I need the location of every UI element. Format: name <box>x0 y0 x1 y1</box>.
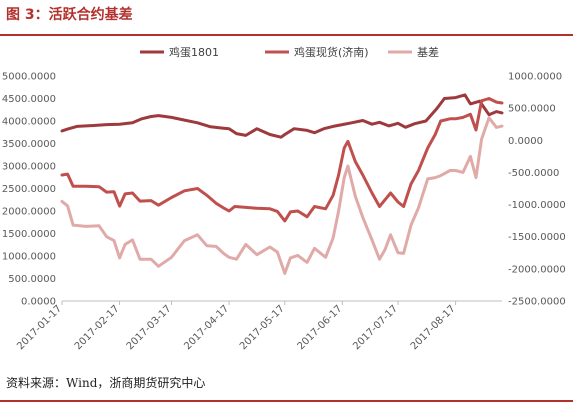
right-tick-label: -500.0000 <box>508 168 559 179</box>
legend-label-2: 鸡蛋现货(济南) <box>294 45 369 59</box>
x-axis: 2017-01-17 2017-02-17 2017-03-17 2017-04-17… <box>15 300 502 352</box>
left-tick-label: 3000.0000 <box>2 162 56 173</box>
left-tick-label: 5000.0000 <box>2 72 56 83</box>
left-tick-label: 2000.0000 <box>2 207 56 218</box>
right-tick-label: -2000.0000 <box>508 264 566 275</box>
left-y-axis: 0.0000 500.0000 1000.0000 1500.0000 2000.000… <box>2 72 56 308</box>
x-tick-label: 2017-04-17 <box>182 303 231 352</box>
right-tick-label: 0.0000 <box>508 136 543 147</box>
source-note: 资料来源：Wind，浙商期货研究中心 <box>6 376 206 390</box>
right-tick-label: -1000.0000 <box>508 200 566 211</box>
series-line-3 <box>60 116 504 275</box>
legend-label-1: 鸡蛋1801 <box>169 45 219 59</box>
legend-label-3: 基差 <box>417 45 439 59</box>
x-tick-label: 2017-08-17 <box>409 303 458 352</box>
left-tick-label: 4000.0000 <box>2 117 56 128</box>
right-tick-label: 1000.0000 <box>508 72 562 83</box>
bottom-rule <box>0 400 573 402</box>
basis-line-chart: 鸡蛋1801 鸡蛋现货(济南) 基差 0.0000 500.0000 1000.0000… <box>2 45 566 352</box>
series-line-1 <box>60 93 504 139</box>
right-tick-label: 500.0000 <box>508 104 556 115</box>
top-rule <box>0 34 573 36</box>
figure-title: 图 3：活跃合约基差 <box>6 7 133 23</box>
right-tick-label: -2500.0000 <box>508 297 566 308</box>
plot-area <box>60 93 504 275</box>
x-tick-label: 2017-01-17 <box>15 303 64 352</box>
left-tick-label: 0.0000 <box>21 297 56 308</box>
left-tick-label: 3500.0000 <box>2 139 56 150</box>
left-tick-label: 2500.0000 <box>2 184 56 195</box>
left-tick-label: 4500.0000 <box>2 94 56 105</box>
left-tick-label: 1500.0000 <box>2 229 56 240</box>
x-tick-label: 2017-03-17 <box>125 303 174 352</box>
chart-legend: 鸡蛋1801 鸡蛋现货(济南) 基差 <box>140 45 439 59</box>
left-tick-label: 1000.0000 <box>2 252 56 263</box>
x-tick-label: 2017-02-17 <box>73 303 122 352</box>
series-line-2 <box>60 97 504 223</box>
right-tick-label: -1500.0000 <box>508 232 566 243</box>
x-tick-label: 2017-07-17 <box>351 303 400 352</box>
right-y-axis: -2500.0000 -2000.0000 -1500.0000 -1000.0000… <box>508 72 566 308</box>
left-tick-label: 500.0000 <box>8 274 56 285</box>
x-tick-label: 2017-06-17 <box>296 303 345 352</box>
x-tick-label: 2017-05-17 <box>238 303 287 352</box>
